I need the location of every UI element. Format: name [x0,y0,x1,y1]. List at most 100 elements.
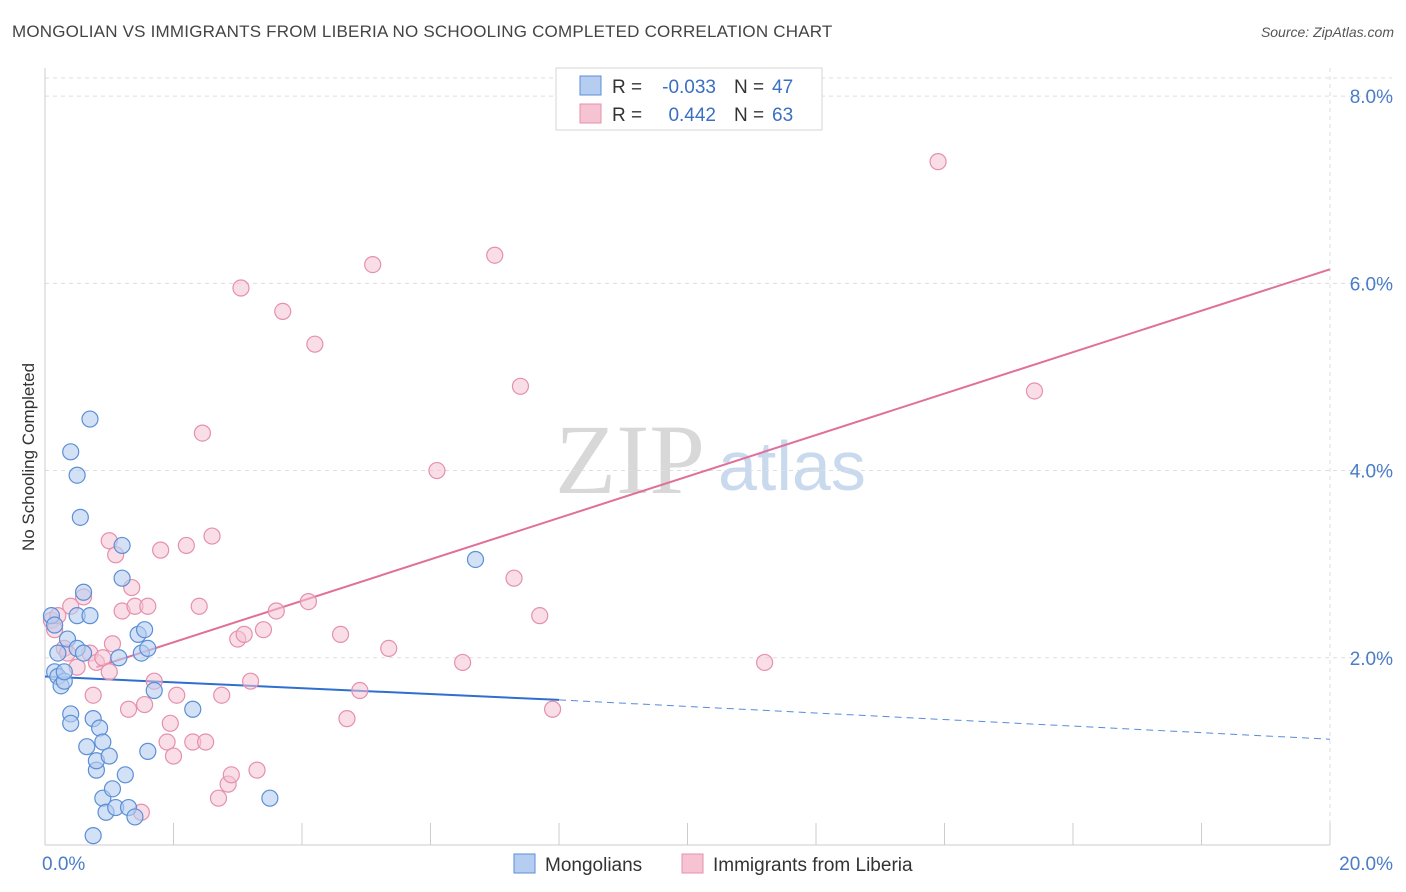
point-mongolians [49,644,67,662]
stats-n-label-liberia: N = [734,105,764,126]
point-mongolians [84,827,102,845]
point-mongolians [145,681,163,700]
source-label: Source: ZipAtlas.com [1260,24,1394,40]
axes [44,68,1331,846]
x-tick-label: 0.0% [42,854,85,875]
point-liberia [351,681,369,700]
point-mongolians [139,742,157,760]
point-liberia [168,686,186,704]
point-liberia [267,602,285,620]
y-tick-label: 4.0% [1350,462,1393,483]
point-liberia [254,621,273,639]
stats-r-value-mongolians: -0.033 [662,77,716,98]
stats-legend-swatch-liberia [579,103,602,124]
point-liberia [274,302,292,320]
point-liberia [197,733,215,751]
chart-title: MONGOLIAN VS IMMIGRANTS FROM LIBERIA NO … [12,22,833,41]
data-points [42,153,1044,845]
point-mongolians [81,410,99,428]
point-mongolians [139,639,157,658]
point-liberia [235,625,253,643]
legend-label-mongolians: Mongolians [545,855,642,876]
point-mongolians [110,649,128,667]
point-mongolians [261,789,279,807]
point-liberia [193,424,212,442]
point-mongolians [135,621,154,639]
point-liberia [929,153,947,171]
stats-n-value-liberia: 63 [772,105,793,126]
point-mongolians [71,508,89,526]
y-tick-label: 8.0% [1350,87,1393,108]
point-liberia [428,461,446,480]
point-mongolians [100,747,118,765]
point-liberia [331,625,350,643]
point-mongolians [94,733,112,751]
point-mongolians [46,616,64,634]
point-liberia [209,789,228,807]
point-mongolians [55,663,73,681]
point-liberia [84,686,102,704]
point-liberia [190,597,208,615]
point-liberia [1025,382,1044,400]
point-mongolians [68,466,86,484]
point-liberia [139,597,157,615]
stats-n-label-mongolians: N = [734,77,764,98]
point-liberia [222,766,240,784]
stats-n-value-mongolians: 47 [772,77,793,98]
point-liberia [164,747,183,765]
stats-r-value-liberia: 0.442 [668,105,716,126]
point-mongolians [116,766,134,784]
y-tick-label: 2.0% [1350,649,1393,670]
point-liberia [543,700,562,718]
point-mongolians [103,780,122,798]
point-liberia [135,695,154,714]
point-mongolians [74,644,93,662]
point-liberia [103,635,122,653]
point-mongolians [466,550,485,569]
point-liberia [203,527,221,545]
point-mongolians [184,700,202,718]
point-liberia [380,639,398,658]
legend-label-liberia: Immigrants from Liberia [713,855,913,876]
point-liberia [755,653,774,672]
point-mongolians [113,569,131,587]
point-mongolians [91,719,109,737]
stats-legend-swatch-mongolians [579,75,602,96]
point-liberia [242,672,260,690]
tick-labels: 2.0% 4.0% 6.0% 8.0% 0.0% 20.0% [42,87,1393,875]
point-mongolians [126,808,144,826]
point-liberia [505,569,523,587]
point-liberia [486,246,504,264]
trend-line-mongolians-extension [558,699,1331,740]
point-liberia [338,710,356,728]
point-mongolians [62,714,80,732]
point-liberia [119,700,138,718]
watermark-atlas: atlas [718,427,866,505]
y-axis-label: No Schooling Completed [19,363,38,551]
point-mongolians [62,443,80,461]
point-liberia [248,761,266,779]
point-liberia [152,541,170,559]
stats-legend: R = -0.033 N = 47 R = 0.442 N = 63 [555,67,823,131]
stats-r-label-liberia: R = [612,105,642,126]
legend-swatch-mongolians [513,853,536,874]
point-liberia [158,733,176,751]
point-mongolians [74,583,93,601]
point-mongolians [113,536,131,555]
trend-line-mongolians [44,675,560,701]
point-liberia [213,686,231,704]
point-liberia [454,653,472,672]
point-liberia [364,255,382,274]
series-legend: Mongolians Immigrants from Liberia [513,853,913,876]
point-mongolians [81,607,99,625]
point-liberia [161,714,179,732]
point-liberia [100,663,118,681]
watermark-zip: ZIP [555,404,705,515]
point-liberia [511,377,530,395]
point-liberia [299,593,318,611]
point-liberia [177,536,195,555]
stats-r-label-mongolians: R = [612,77,642,98]
point-mongolians [78,738,96,756]
x-tick-label: 20.0% [1339,854,1393,875]
